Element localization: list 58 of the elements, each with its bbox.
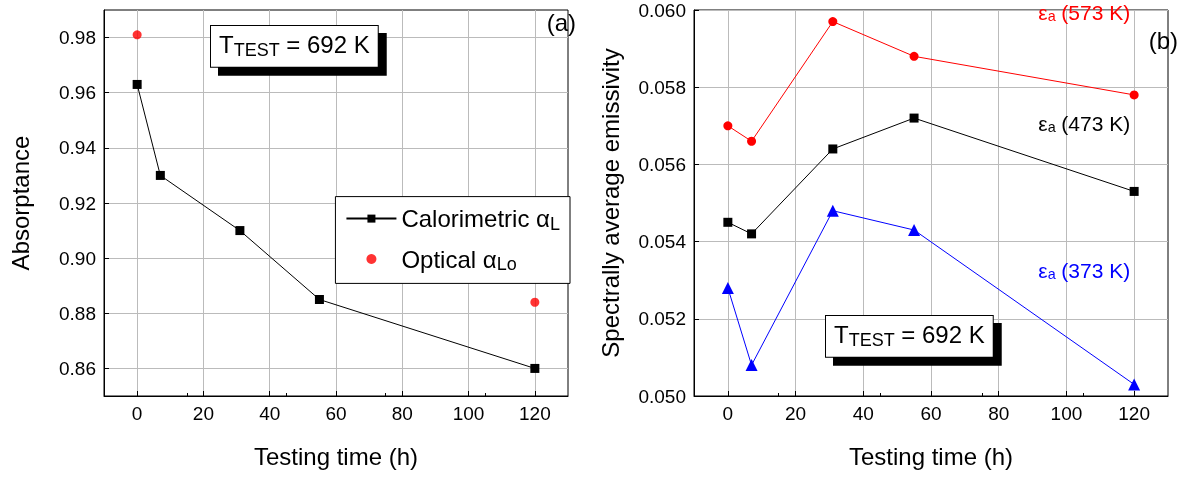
text: εₐ (573 K) [1038,1,1131,25]
annotation: (b) [1148,26,1179,54]
x-tick-label: 40 [259,403,281,424]
y-tick-label: 0.90 [59,247,96,269]
x-tick-label: 100 [1050,403,1083,424]
y-tick-label: 0.96 [59,82,96,104]
x-tick-label: 80 [391,403,413,424]
point [1129,186,1139,196]
x-tick-label: 100 [452,403,485,424]
point [530,363,540,373]
point [723,217,733,227]
y-axis-title: Absorptance [6,135,34,271]
point [132,79,142,89]
point [745,359,758,372]
x-tick-label: 0 [722,403,734,424]
point [314,295,324,304]
point [1128,378,1141,391]
y-tick-label: 0.052 [638,308,686,330]
y-tick-label: 0.054 [638,231,687,253]
point [909,51,919,61]
y-tick-label: 0.056 [638,153,686,175]
point [828,144,838,154]
y-tick-label: 0.060 [638,0,686,21]
x-tick-label: 60 [325,403,347,424]
point [132,30,142,40]
series-label: εₐ (473 K) [1038,111,1131,135]
y-tick-label: 0.94 [59,137,97,159]
point [826,204,839,217]
point [828,17,838,27]
y-tick-label: 0.058 [638,76,686,98]
point [1129,90,1139,100]
y-tick-label: 0.88 [59,302,96,324]
point [723,121,733,131]
y-axis-title: Spectrally average emissivity [596,48,624,358]
y-tick-label: 0.92 [59,192,96,214]
point [909,113,919,123]
x-tick-label: 120 [519,403,551,424]
y-tick-label: 0.050 [638,385,686,407]
point [155,170,165,180]
x-tick-label: 120 [1118,403,1150,424]
x-axis-title: Testing time (h) [848,442,1014,470]
y-tick-label: 0.98 [59,27,96,49]
x-tick-label: 20 [192,403,214,424]
y-tick-label: 0.86 [59,357,96,379]
x-tick-label: 20 [785,403,807,424]
point [747,229,757,239]
x-axis-title: Testing time (h) [253,442,419,470]
x-tick-label: 60 [920,403,942,424]
point [747,136,757,146]
point [721,281,734,294]
series-label: εₐ (373 K) [1038,259,1131,283]
point [530,297,540,307]
point [235,226,245,236]
x-tick-label: 0 [131,403,143,424]
x-tick-label: 80 [988,403,1010,424]
x-tick-label: 40 [852,403,874,424]
point [908,224,921,237]
annotation: (a) [546,8,577,36]
